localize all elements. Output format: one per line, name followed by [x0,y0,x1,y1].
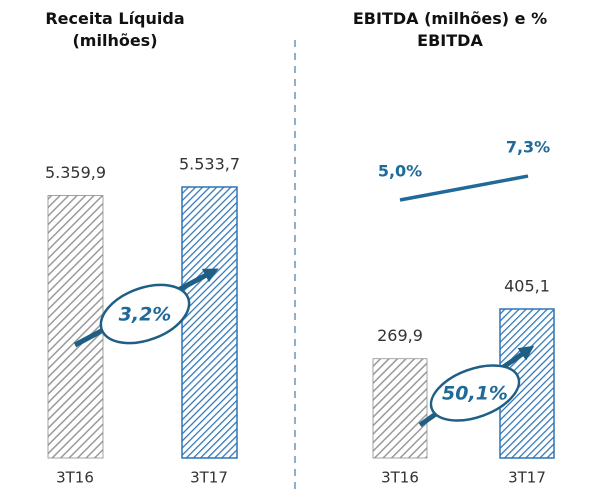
bar [47,195,104,459]
x-tick-label: 3T16 [56,469,94,487]
x-tick-label: 3T17 [190,469,228,487]
growth-arrow [73,268,219,348]
annotation: 50,1% [442,383,508,405]
annotation: 3,2% [119,304,172,326]
chart-title: EBITDA (milhões) e % EBITDA [352,9,548,50]
value-label: 7,3% [506,138,550,157]
line [399,174,529,202]
bar [372,358,428,459]
value-label: 5,0% [378,162,422,181]
bar [181,186,238,459]
value-label: 5.533,7 [179,155,240,174]
value-label: 5.359,9 [45,163,106,182]
chart-title: Receita Líquida (milhões) [45,9,185,50]
growth-arrow [418,345,535,428]
x-tick-label: 3T16 [381,469,419,487]
x-tick-label: 3T17 [508,469,546,487]
value-label: 269,9 [377,326,423,345]
value-label: 405,1 [504,277,550,296]
